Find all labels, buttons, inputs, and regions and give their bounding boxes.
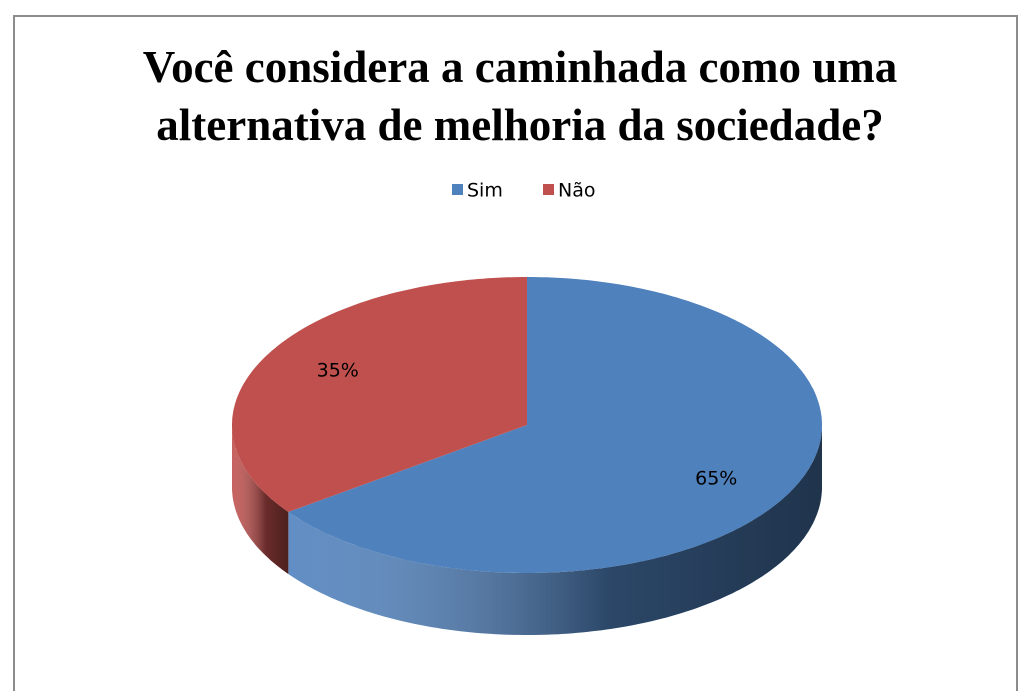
legend-label: Sim [467,180,503,202]
slice-side-shade [232,425,289,574]
pie-slice [232,277,527,574]
slice-side-shade [288,425,822,635]
legend-swatch [543,184,554,195]
slice-top [232,277,527,512]
data-label: 65% [695,467,737,489]
legend-label: Não [558,180,595,202]
pie-slice [288,277,822,635]
data-label: 35% [317,360,359,382]
legend-swatch [452,184,463,195]
slice-top [288,277,822,573]
chart-title: Você considera a caminhada como uma alte… [142,42,898,150]
chart-frame [13,15,1018,691]
